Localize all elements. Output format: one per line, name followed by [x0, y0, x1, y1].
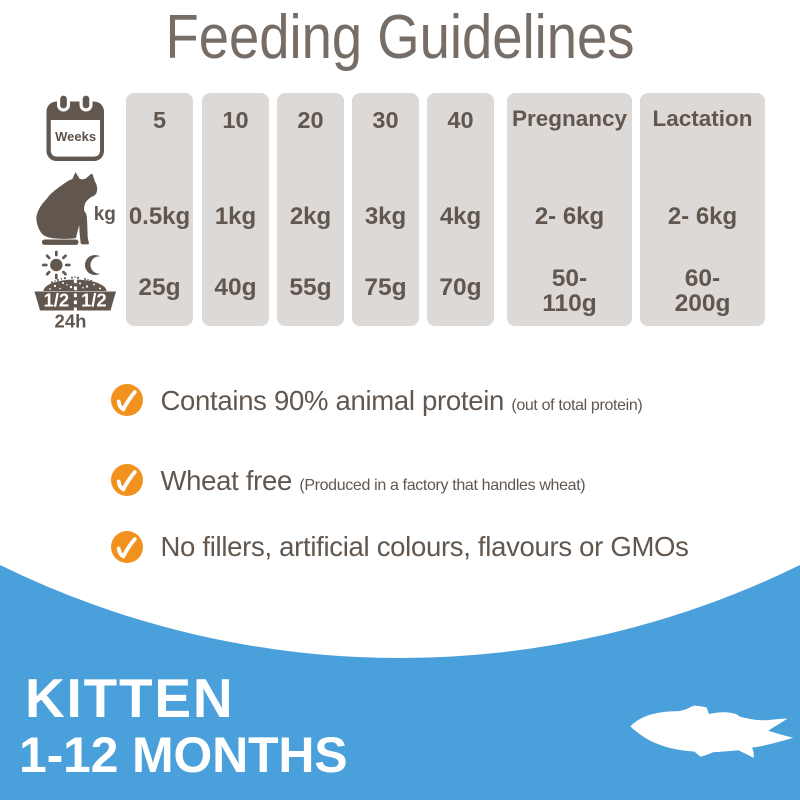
svg-text:24h: 24h [55, 311, 87, 332]
svg-text:1/2: 1/2 [43, 289, 69, 310]
svg-text:1/2: 1/2 [81, 289, 107, 310]
svg-text:Weeks: Weeks [55, 129, 96, 144]
